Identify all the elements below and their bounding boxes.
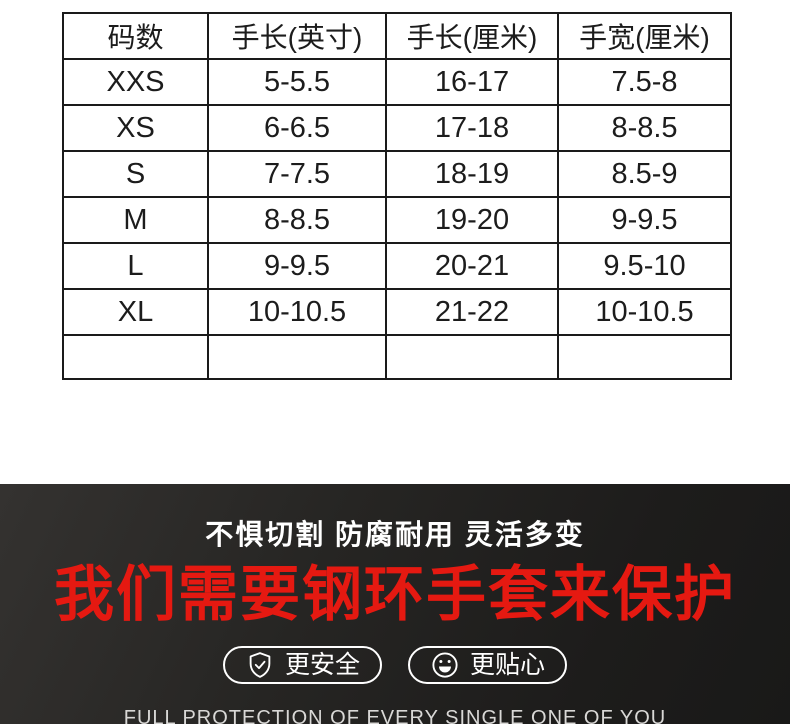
table-cell: 10-10.5	[207, 288, 387, 336]
table-header-row: 码数 手长(英寸) 手长(厘米) 手宽(厘米)	[62, 12, 732, 60]
size-table: 码数 手长(英寸) 手长(厘米) 手宽(厘米) XXS 5-5.5 16-17 …	[62, 12, 732, 380]
table-cell-empty	[207, 334, 387, 380]
table-cell-empty	[62, 334, 209, 380]
table-cell: 16-17	[385, 58, 559, 106]
table-header-cell: 手长(厘米)	[385, 12, 559, 60]
table-row: XL 10-10.5 21-22 10-10.5	[62, 288, 732, 336]
table-cell: 5-5.5	[207, 58, 387, 106]
table-cell: XL	[62, 288, 209, 336]
banner-footer-text: FULL PROTECTION OF EVERY SINGLE ONE OF Y…	[123, 707, 667, 724]
table-cell: 17-18	[385, 104, 559, 152]
table-row: XS 6-6.5 17-18 8-8.5	[62, 104, 732, 152]
table-cell: 9.5-10	[557, 242, 732, 290]
table-header-cell: 码数	[62, 12, 209, 60]
table-cell: 8.5-9	[557, 150, 732, 198]
table-header-cell: 手宽(厘米)	[557, 12, 732, 60]
table-cell: 8-8.5	[207, 196, 387, 244]
table-cell: S	[62, 150, 209, 198]
table-cell: 10-10.5	[557, 288, 732, 336]
table-cell: 6-6.5	[207, 104, 387, 152]
banner-headline: 我们需要钢环手套来保护	[54, 561, 736, 628]
table-row: M 8-8.5 19-20 9-9.5	[62, 196, 732, 244]
more-caring-button[interactable]: 更贴心	[408, 646, 568, 684]
table-row: L 9-9.5 20-21 9.5-10	[62, 242, 732, 290]
table-cell: 9-9.5	[557, 196, 732, 244]
table-cell: XS	[62, 104, 209, 152]
table-row: XXS 5-5.5 16-17 7.5-8	[62, 58, 732, 106]
smiley-icon	[430, 650, 460, 680]
table-row: S 7-7.5 18-19 8.5-9	[62, 150, 732, 198]
banner-buttons: 更安全 更贴心	[222, 646, 568, 684]
table-cell-empty	[385, 334, 559, 380]
table-cell: M	[62, 196, 209, 244]
table-cell: 7.5-8	[557, 58, 732, 106]
promo-banner: 不惧切割 防腐耐用 灵活多变 我们需要钢环手套来保护 更安全	[0, 484, 790, 724]
table-cell: L	[62, 242, 209, 290]
shield-check-icon	[245, 650, 275, 680]
table-cell-empty	[557, 334, 732, 380]
table-row-empty	[62, 334, 732, 380]
table-header-cell: 手长(英寸)	[207, 12, 387, 60]
banner-tagline: 不惧切割 防腐耐用 灵活多变	[205, 519, 585, 550]
table-cell: 7-7.5	[207, 150, 387, 198]
table-cell: XXS	[62, 58, 209, 106]
safer-button-label: 更安全	[284, 650, 360, 679]
safer-button[interactable]: 更安全	[222, 646, 382, 684]
table-cell: 20-21	[385, 242, 559, 290]
more-caring-button-label: 更贴心	[470, 650, 546, 679]
table-cell: 18-19	[385, 150, 559, 198]
table-cell: 8-8.5	[557, 104, 732, 152]
table-cell: 9-9.5	[207, 242, 387, 290]
size-table-section: 码数 手长(英寸) 手长(厘米) 手宽(厘米) XXS 5-5.5 16-17 …	[62, 12, 732, 380]
table-cell: 19-20	[385, 196, 559, 244]
table-cell: 21-22	[385, 288, 559, 336]
